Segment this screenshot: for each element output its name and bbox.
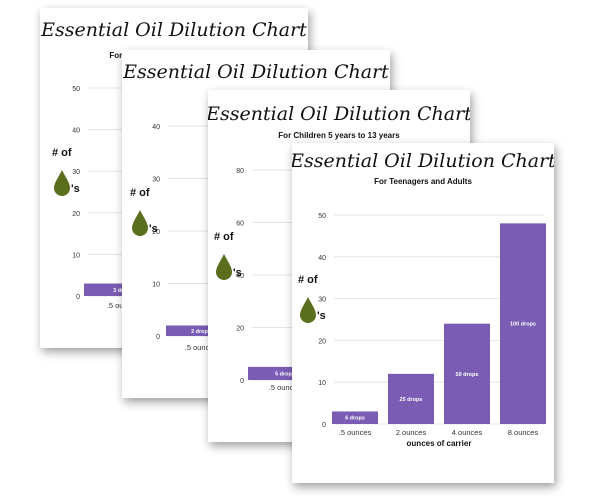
x-category-label: .5 ounces	[339, 428, 372, 437]
bar-data-label: 6 drops	[345, 416, 365, 422]
y-tick-label: 40	[318, 255, 326, 262]
oil-drop-icon	[300, 297, 316, 323]
y-tick-label: 80	[236, 168, 244, 175]
x-category-label: .5 ounces	[185, 343, 218, 352]
y-tick-label: 30	[72, 169, 80, 176]
y-axis-label-suffix: 's	[71, 183, 80, 195]
chart-title: Essential Oil Dilution Chart	[292, 150, 554, 172]
y-axis-label-suffix: 's	[149, 223, 158, 235]
x-category-label: 2 ounces	[396, 428, 427, 437]
y-tick-label: 40	[236, 273, 244, 280]
y-axis-label-prefix: # of	[52, 147, 72, 159]
y-tick-label: 30	[152, 177, 160, 184]
chart-subtitle: For Teenagers and Adults	[374, 177, 472, 186]
chart-title: Essential Oil Dilution Chart	[40, 19, 307, 41]
y-tick-label: 40	[152, 124, 160, 131]
bar	[388, 373, 434, 424]
y-tick-label: 20	[72, 211, 80, 218]
y-tick-label: 0	[240, 378, 244, 385]
chart-card-teens-adults: Essential Oil Dilution Chart For Teenager…	[292, 143, 554, 483]
y-tick-label: 40	[72, 128, 80, 135]
y-tick-label: 10	[152, 282, 160, 289]
bar-data-label: 2 drops	[191, 329, 211, 335]
x-axis-label: ounces of carrier	[407, 439, 472, 448]
y-axis-label-prefix: # of	[298, 274, 318, 286]
y-axis-label-suffix: 's	[233, 267, 242, 279]
chart-title: Essential Oil Dilution Chart	[122, 61, 389, 83]
bar	[332, 411, 378, 424]
oil-drop-icon	[54, 170, 70, 196]
y-tick-label: 20	[152, 229, 160, 236]
y-tick-label: 0	[76, 294, 80, 301]
bar	[444, 323, 490, 424]
y-tick-label: 50	[72, 86, 80, 93]
x-category-label: 4 ounces	[452, 428, 483, 437]
bar-data-label: 25 drops	[400, 397, 423, 403]
y-tick-label: 0	[322, 422, 326, 429]
y-tick-label: 30	[318, 297, 326, 304]
y-tick-label: 60	[236, 221, 244, 228]
x-category-label: .5 ounces	[269, 383, 302, 392]
y-tick-label: 0	[156, 334, 160, 341]
chart-title: Essential Oil Dilution Chart	[208, 103, 470, 125]
y-tick-label: 10	[318, 380, 326, 387]
bar-data-label: 50 drops	[456, 372, 479, 378]
oil-drop-icon	[216, 254, 232, 280]
chart-svg: Essential Oil Dilution Chart For Teenager…	[292, 150, 554, 448]
bar	[166, 325, 236, 336]
chart-subtitle: For Children 5 years to 13 years	[278, 131, 400, 140]
y-axis-label-prefix: # of	[214, 231, 234, 243]
x-category-label: 8 ounces	[508, 428, 539, 437]
oil-drop-icon	[132, 210, 148, 236]
y-tick-label: 10	[72, 252, 80, 259]
y-axis-label-prefix: # of	[130, 187, 150, 199]
bar-data-label: 100 drops	[510, 322, 536, 328]
y-tick-label: 20	[318, 338, 326, 345]
y-axis-label-suffix: 's	[317, 310, 326, 322]
y-tick-label: 20	[236, 326, 244, 333]
bar	[500, 223, 546, 424]
bar-data-label: 5 drops	[275, 371, 295, 377]
y-tick-label: 50	[318, 213, 326, 220]
